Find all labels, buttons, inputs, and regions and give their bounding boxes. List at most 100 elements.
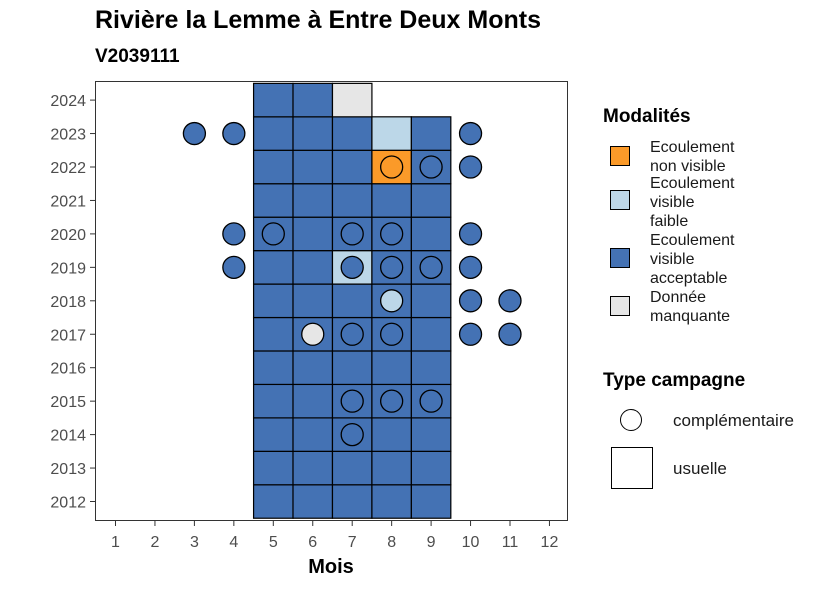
y-tick-label: 2021	[50, 193, 86, 210]
complementaire-point	[379, 155, 404, 179]
x-tick-label: 8	[387, 534, 396, 551]
usuelle-cell	[410, 350, 452, 386]
usuelle-cell	[371, 417, 412, 452]
legend-key-non-visible	[610, 146, 630, 166]
usuelle-cell	[331, 116, 373, 151]
usuelle-cell	[410, 450, 452, 486]
y-tick-label: 2024	[50, 93, 86, 110]
usuelle-cell	[252, 183, 294, 218]
legend-label-usuelle: usuelle	[673, 459, 727, 478]
y-tick-label: 2012	[50, 495, 86, 512]
usuelle-cell	[292, 350, 334, 386]
usuelle-cell	[252, 316, 294, 352]
usuelle-cell	[410, 216, 452, 252]
usuelle-cell	[410, 116, 452, 151]
complementaire-point	[222, 255, 246, 280]
chart-subtitle: V2039111	[95, 46, 180, 67]
y-tick-label: 2020	[50, 227, 86, 244]
usuelle-cell	[292, 417, 334, 452]
complementaire-point	[458, 255, 483, 280]
y-axis: 2012 2013 2014 2015 2016 2017 2018 2019 2020 2021…	[50, 93, 95, 512]
complementaire-point	[458, 289, 483, 313]
x-tick-label: 9	[427, 534, 436, 551]
y-tick-label: 2017	[50, 327, 86, 344]
usuelle-cell	[331, 82, 373, 118]
usuelle-cell	[410, 183, 452, 218]
x-tick-label: 4	[229, 534, 238, 551]
complementaire-point	[261, 222, 285, 246]
usuelle-cell	[410, 417, 452, 452]
x-tick-label: 11	[502, 534, 519, 551]
usuelle-cell	[410, 316, 452, 352]
legend-label-visible-acceptable: Ecoulement visible acceptable	[650, 232, 735, 287]
usuelle-cell	[292, 216, 334, 252]
usuelle-cell	[410, 283, 452, 319]
usuelle-cell	[252, 383, 294, 419]
usuelle-cell	[371, 183, 412, 218]
usuelle-cell	[252, 484, 294, 519]
y-tick-label: 2023	[50, 127, 86, 144]
complementaire-point	[379, 289, 404, 313]
complementaire-point	[458, 322, 483, 346]
complementaire-points	[182, 121, 522, 447]
x-axis: 1 2 3 4 5 6 7 8 9 10 11 12	[111, 521, 558, 551]
usuelle-cell	[331, 350, 373, 386]
x-tick-label: 6	[308, 534, 317, 551]
x-tick-label: 12	[541, 534, 559, 551]
usuelle-cell	[292, 116, 334, 151]
complementaire-point	[419, 155, 443, 179]
complementaire-point	[458, 121, 483, 146]
x-tick-label: 5	[269, 534, 278, 551]
complementaire-point	[379, 389, 404, 413]
usuelle-cell	[252, 417, 294, 452]
x-tick-label: 1	[111, 534, 120, 551]
usuelle-cell	[252, 450, 294, 486]
complementaire-point	[379, 255, 404, 280]
x-tick-label: 10	[462, 534, 480, 551]
usuelle-cell	[331, 484, 373, 519]
x-tick-label: 7	[348, 534, 357, 551]
usuelle-cell	[371, 484, 412, 519]
usuelle-cell	[252, 350, 294, 386]
usuelle-cell	[252, 283, 294, 319]
usuelle-cell	[292, 183, 334, 218]
usuelle-cell	[252, 82, 294, 118]
chart-plot: 1 2 3 4 5 6 7 8 9 10 11 12 201220132014201520162017…	[50, 81, 568, 578]
legend-label-visible-faible: Ecoulement visible faible	[650, 175, 735, 230]
complementaire-point	[340, 322, 364, 346]
usuelle-cell	[252, 149, 294, 185]
y-tick-label: 2018	[50, 294, 86, 311]
complementaire-point	[340, 389, 364, 413]
complementaire-point	[379, 322, 404, 346]
complementaire-point	[419, 255, 443, 280]
legend-type-title: Type campagne	[603, 370, 746, 391]
x-tick-label: 2	[150, 534, 159, 551]
usuelle-cell	[410, 484, 452, 519]
y-tick-label: 2013	[50, 461, 86, 478]
complementaire-point	[498, 289, 522, 313]
usuelle-cell	[292, 250, 334, 285]
y-tick-label: 2014	[50, 428, 86, 445]
legend-key-visible-acceptable	[610, 248, 630, 268]
usuelle-cell	[331, 450, 373, 486]
usuelle-cell	[292, 484, 334, 519]
y-tick-label: 2022	[50, 160, 86, 177]
usuelle-cell	[292, 383, 334, 419]
legend-key-donnee-manquante	[610, 296, 630, 316]
usuelle-cell	[371, 350, 412, 386]
complementaire-point	[340, 255, 364, 280]
usuelle-cell	[292, 283, 334, 319]
complementaire-point	[301, 322, 325, 346]
chart-title: Rivière la Lemme à Entre Deux Monts	[95, 6, 541, 34]
complementaire-point	[419, 389, 443, 413]
legend-key-usuelle	[611, 447, 653, 489]
usuelle-cell	[252, 250, 294, 285]
complementaire-point	[458, 222, 483, 246]
usuelle-cell	[371, 116, 412, 151]
x-tick-label: 3	[190, 534, 199, 551]
usuelle-cell	[252, 116, 294, 151]
usuelle-cell	[331, 149, 373, 185]
complementaire-point	[222, 222, 246, 246]
y-tick-label: 2015	[50, 394, 86, 411]
usuelle-cell	[331, 283, 373, 319]
